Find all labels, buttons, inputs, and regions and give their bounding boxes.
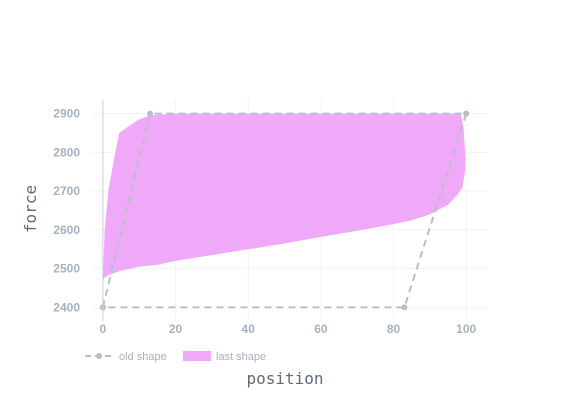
x-tick-label-1: 20 — [169, 322, 183, 336]
y-tick-label-1: 2500 — [53, 262, 80, 276]
legend-label-last-shape: last shape — [216, 351, 266, 363]
old-shape-point-3 — [401, 304, 408, 311]
y-tick-label-4: 2800 — [53, 145, 80, 159]
y-axis-title: force — [21, 185, 40, 233]
old-shape-point-1 — [147, 110, 154, 117]
y-tick-label-5: 2900 — [53, 107, 80, 121]
legend: old shape last shape — [85, 351, 266, 363]
old-shape-point-2 — [463, 110, 470, 117]
y-tick-label-3: 2700 — [53, 184, 80, 198]
legend-marker-old-shape — [96, 353, 102, 359]
legend-item-last-shape: last shape — [183, 351, 266, 363]
legend-item-old-shape: old shape — [85, 351, 167, 363]
legend-label-old-shape: old shape — [119, 351, 167, 363]
x-tick-label-0: 0 — [100, 322, 107, 336]
y-tick-label-0: 2400 — [53, 300, 80, 314]
x-tick-label-2: 40 — [242, 322, 256, 336]
x-axis-title: position — [246, 369, 323, 388]
y-tick-label-2: 2600 — [53, 223, 80, 237]
old-shape-line — [101, 112, 468, 309]
x-tick-label-4: 80 — [387, 322, 401, 336]
x-tick-label-5: 100 — [456, 322, 476, 336]
legend-swatch-last-shape — [183, 351, 211, 361]
x-axis-ticks: 0 20 40 60 80 100 — [100, 322, 477, 336]
last-shape-area-layer — [102, 113, 466, 281]
last-shape-area — [102, 113, 466, 281]
y-axis-ticks: 2400 2500 2600 2700 2800 2900 — [53, 107, 80, 315]
x-tick-label-3: 60 — [314, 322, 328, 336]
